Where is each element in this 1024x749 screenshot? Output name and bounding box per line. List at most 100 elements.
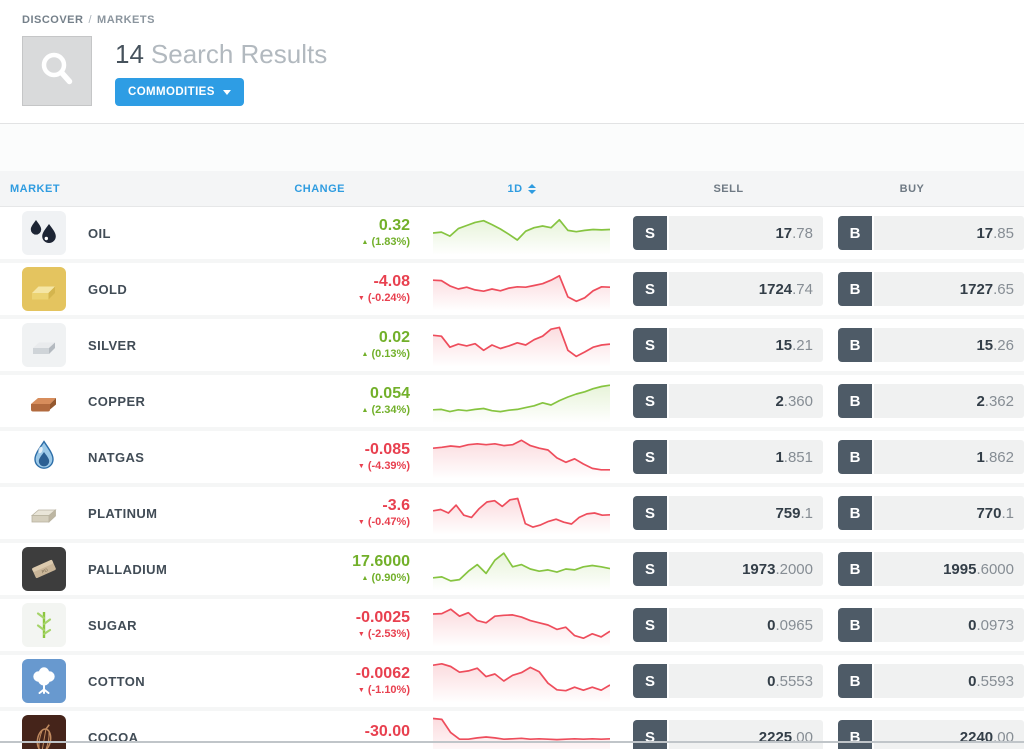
sell-button[interactable]: S (633, 328, 667, 362)
sell-price[interactable]: 0.0965 (669, 608, 823, 642)
bottom-divider (0, 741, 1024, 743)
market-cell: SUGAR (0, 603, 280, 647)
change-value: -0.0062 (355, 664, 410, 682)
buy-price[interactable]: 17.85 (874, 216, 1024, 250)
sell-price[interactable]: 1.851 (669, 440, 823, 474)
market-row[interactable]: SILVER 0.02 ▲ (0.13%) S 15.21 B 15.26 (0, 319, 1024, 371)
change-value: 0.32 (378, 216, 410, 234)
column-header-period[interactable]: 1D (507, 183, 536, 195)
market-cell: NATGAS (0, 435, 280, 479)
market-row[interactable]: SUGAR -0.0025 ▼ (-2.53%) S 0.0965 B 0.09… (0, 599, 1024, 651)
buy-price[interactable]: 0.5593 (874, 664, 1024, 698)
breadcrumb-markets[interactable]: MARKETS (97, 14, 155, 26)
sell-price[interactable]: 15.21 (669, 328, 823, 362)
buy-cell: B 770.1 (838, 496, 1024, 530)
sell-button[interactable]: S (633, 608, 667, 642)
market-name: OIL (88, 225, 111, 241)
search-tile[interactable] (22, 36, 92, 106)
buy-button[interactable]: B (838, 440, 872, 474)
market-row[interactable]: PLATINUM -3.6 ▼ (-0.47%) S 759.1 B 770.1 (0, 487, 1024, 539)
buy-price[interactable]: 2.362 (874, 384, 1024, 418)
breadcrumb-discover[interactable]: DISCOVER (22, 14, 84, 26)
sell-button[interactable]: S (633, 664, 667, 698)
trend-triangle-icon: ▲ (361, 238, 369, 246)
buy-price[interactable]: 15.26 (874, 328, 1024, 362)
result-label: Search Results (150, 39, 328, 69)
buy-button[interactable]: B (838, 384, 872, 418)
sparkline-chart (410, 435, 633, 479)
sell-cell: S 17.78 (633, 216, 838, 250)
buy-button[interactable]: B (838, 216, 872, 250)
trend-triangle-icon: ▲ (361, 350, 369, 358)
sell-price[interactable]: 2225.00 (669, 720, 823, 749)
buy-price[interactable]: 0.0973 (874, 608, 1024, 642)
sell-button[interactable]: S (633, 552, 667, 586)
market-row[interactable]: OIL 0.32 ▲ (1.83%) S 17.78 B 17.85 (0, 207, 1024, 259)
sell-cell: S 0.0965 (633, 608, 838, 642)
buy-price[interactable]: 1727.65 (874, 272, 1024, 306)
buy-price[interactable]: 1.862 (874, 440, 1024, 474)
header-divider (0, 123, 1024, 124)
market-cell: COPPER (0, 379, 280, 423)
change-value: -30.00 (364, 723, 410, 741)
market-row[interactable]: COCOA -30.00 ▼ S 2225.00 B 2240.00 (0, 711, 1024, 749)
buy-price[interactable]: 1995.6000 (874, 552, 1024, 586)
market-row[interactable]: GOLD -4.08 ▼ (-0.24%) S 1724.74 B 1727.6… (0, 263, 1024, 315)
oil-icon (22, 211, 66, 255)
change-cell: -3.6 ▼ (-0.47%) (280, 497, 410, 529)
market-cell: SILVER (0, 323, 280, 367)
change-cell: -0.0025 ▼ (-2.53%) (280, 609, 410, 641)
search-header: 14 Search Results COMMODITIES (22, 36, 1024, 106)
buy-button[interactable]: B (838, 664, 872, 698)
market-name: SILVER (88, 337, 137, 353)
sell-price[interactable]: 759.1 (669, 496, 823, 530)
market-name: SUGAR (88, 617, 137, 633)
buy-button[interactable]: B (838, 720, 872, 749)
buy-cell: B 2.362 (838, 384, 1024, 418)
sell-button[interactable]: S (633, 720, 667, 749)
sell-price[interactable]: 17.78 (669, 216, 823, 250)
market-cell: OIL (0, 211, 280, 255)
sell-button[interactable]: S (633, 272, 667, 306)
market-row[interactable]: COTTON -0.0062 ▼ (-1.10%) S 0.5553 B 0.5… (0, 655, 1024, 707)
sell-price[interactable]: 2.360 (669, 384, 823, 418)
market-row[interactable]: NATGAS -0.085 ▼ (-4.39%) S 1.851 B 1.862 (0, 431, 1024, 483)
buy-button[interactable]: B (838, 552, 872, 586)
buy-button[interactable]: B (838, 328, 872, 362)
change-percent: ▲ (0.90%) (361, 572, 410, 585)
market-row[interactable]: PD PALLADIUM 17.6000 ▲ (0.90%) S 1973.20… (0, 543, 1024, 595)
breadcrumb-separator: / (88, 14, 93, 26)
column-header-market[interactable]: MARKET (10, 182, 61, 195)
sell-price[interactable]: 0.5553 (669, 664, 823, 698)
buy-button[interactable]: B (838, 496, 872, 530)
sell-price[interactable]: 1973.2000 (669, 552, 823, 586)
sell-button[interactable]: S (633, 216, 667, 250)
change-value: -0.0025 (355, 608, 410, 626)
market-row[interactable]: COPPER 0.054 ▲ (2.34%) S 2.360 B 2.362 (0, 375, 1024, 427)
sell-button[interactable]: S (633, 384, 667, 418)
sugar-icon (22, 603, 66, 647)
sell-button[interactable]: S (633, 496, 667, 530)
buy-button[interactable]: B (838, 608, 872, 642)
sell-cell: S 1.851 (633, 440, 838, 474)
buy-cell: B 0.0973 (838, 608, 1024, 642)
commodities-filter-button[interactable]: COMMODITIES (115, 78, 244, 106)
trend-triangle-icon: ▼ (357, 518, 365, 526)
sell-price[interactable]: 1724.74 (669, 272, 823, 306)
change-cell: 17.6000 ▲ (0.90%) (280, 553, 410, 585)
buy-price[interactable]: 770.1 (874, 496, 1024, 530)
column-header-change[interactable]: CHANGE (294, 182, 345, 195)
natgas-icon (22, 435, 66, 479)
trend-triangle-icon: ▼ (357, 686, 365, 694)
result-count: 14 (115, 39, 144, 69)
cocoa-icon (22, 715, 66, 749)
svg-text:PD: PD (41, 567, 49, 574)
cotton-icon (22, 659, 66, 703)
buy-price[interactable]: 2240.00 (874, 720, 1024, 749)
buy-cell: B 15.26 (838, 328, 1024, 362)
sell-cell: S 2225.00 (633, 720, 838, 749)
sparkline-chart (410, 659, 633, 703)
market-cell: COTTON (0, 659, 280, 703)
buy-button[interactable]: B (838, 272, 872, 306)
sell-button[interactable]: S (633, 440, 667, 474)
